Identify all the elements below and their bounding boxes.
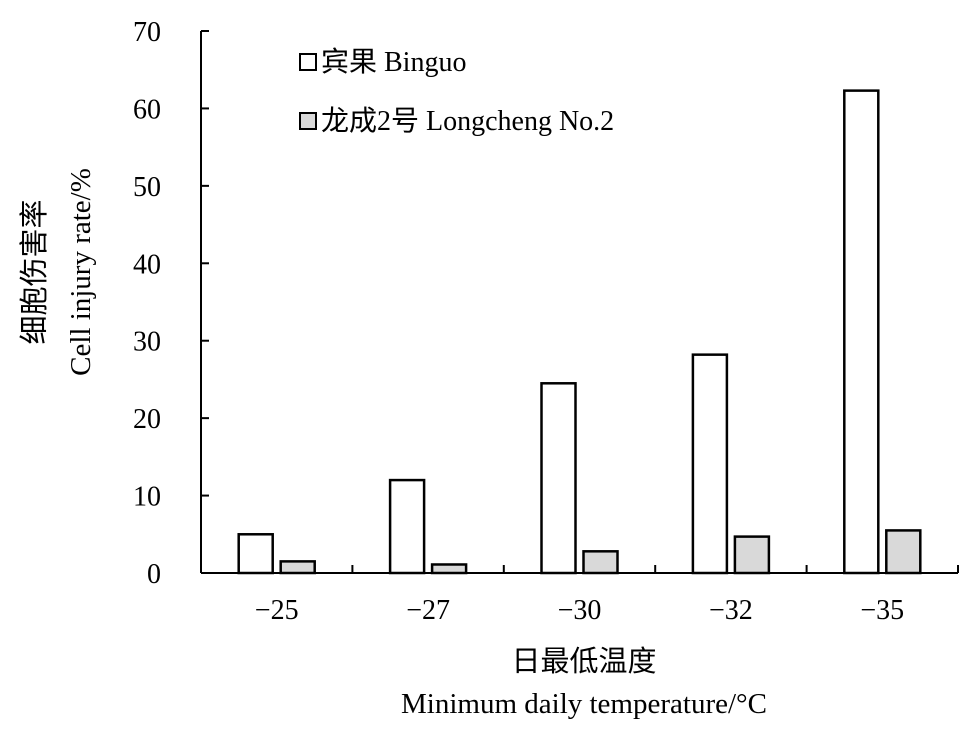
y-axis-ticks: 0 10 20 30 40 50 60 70 [133, 17, 209, 590]
y-tick-label: 50 [133, 172, 161, 203]
legend-swatch-binguo [299, 53, 317, 71]
y-tick-label: 70 [133, 17, 161, 48]
bar-longcheng [885, 529, 922, 575]
legend-label-binguo: 宾果 Binguo [321, 46, 466, 78]
y-tick-label: 60 [133, 94, 161, 125]
y-axis-title: 细胞伤害率 Cell injury rate/% [18, 168, 97, 376]
y-tick-label: 0 [147, 559, 161, 590]
bar-binguo [691, 353, 729, 575]
y-tick-label: 30 [133, 327, 161, 358]
bar-binguo [237, 533, 274, 575]
x-tick-label: −30 [558, 595, 602, 626]
bar-longcheng [430, 563, 468, 575]
bar-longcheng [582, 550, 619, 575]
y-axis-title-line-1: 细胞伤害率 [18, 199, 51, 344]
x-axis-title-line-1: 日最低温度 [511, 645, 656, 678]
legend-label-longcheng: 龙成2号 Longcheng No.2 [321, 105, 614, 137]
y-tick-label: 10 [133, 482, 161, 513]
x-axis-title-line-2: Minimum daily temperature/°C [401, 688, 767, 720]
bar-binguo [843, 89, 880, 575]
legend-swatch-longcheng [299, 112, 317, 130]
x-tick-label: −27 [406, 595, 450, 626]
bar-binguo [388, 478, 426, 575]
bar-longcheng [279, 560, 316, 575]
x-axis-ticks: −25 −27 −30 −32 −35 [255, 565, 959, 626]
y-tick-label: 40 [133, 249, 161, 280]
y-tick-label: 20 [133, 404, 161, 435]
legend: 宾果 Binguo 龙成2号 Longcheng No.2 [299, 46, 614, 137]
x-tick-label: −25 [255, 595, 299, 626]
bar-longcheng [733, 535, 771, 575]
bars-group [237, 89, 922, 575]
x-tick-label: −32 [709, 595, 753, 626]
x-tick-label: −35 [860, 595, 904, 626]
y-axis-title-line-2: Cell injury rate/% [65, 168, 97, 376]
bar-binguo [540, 382, 577, 575]
